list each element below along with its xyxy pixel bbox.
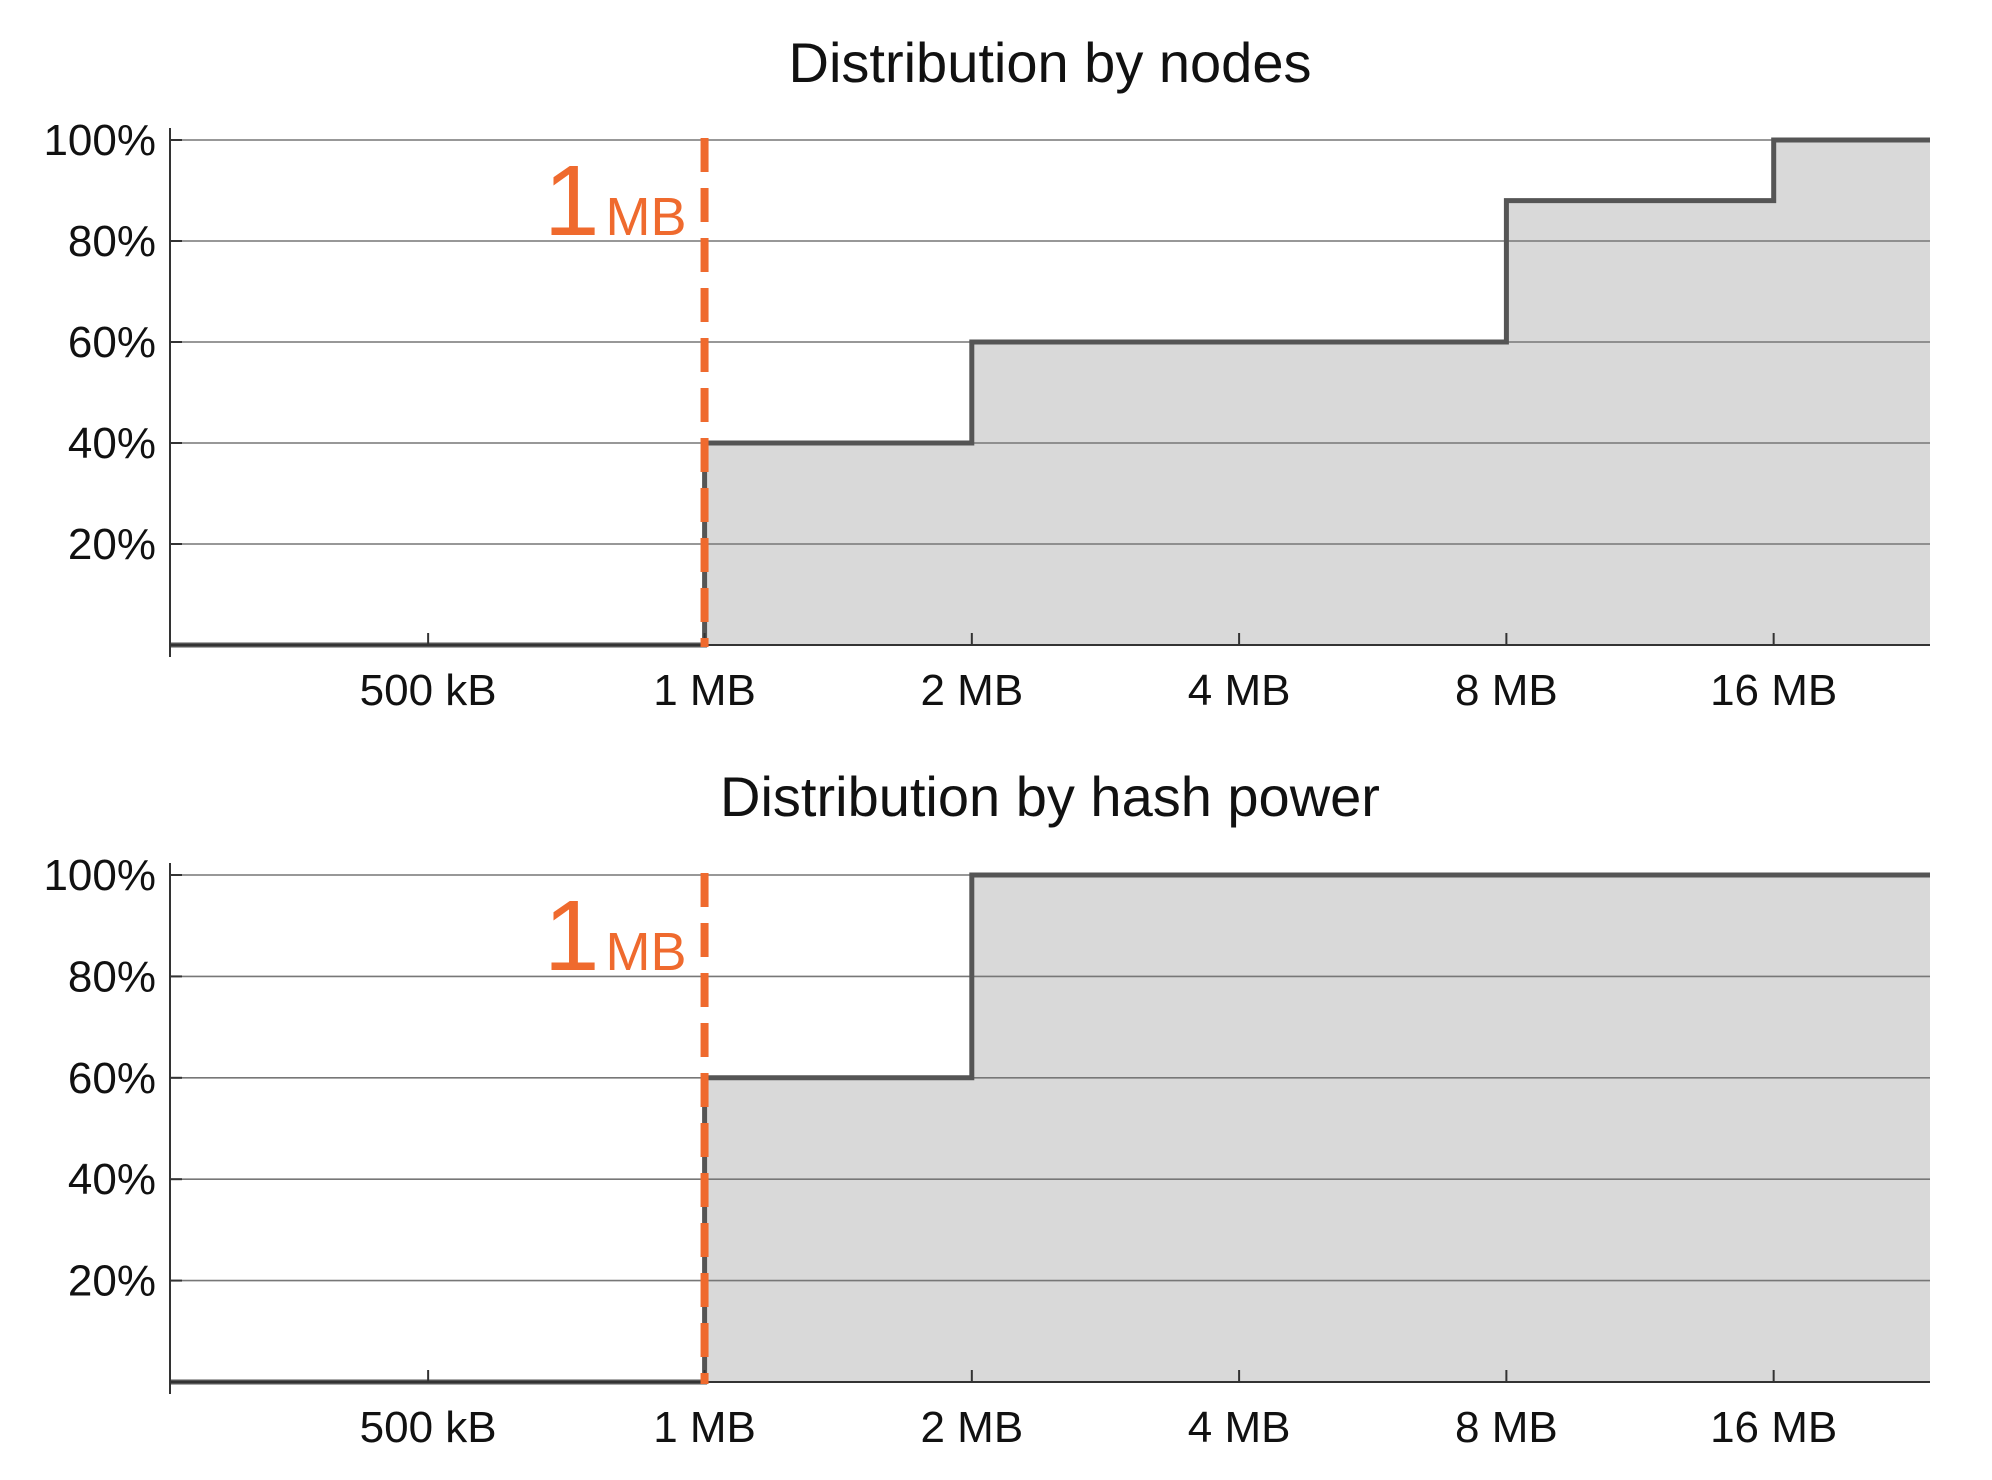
chart-1: Distribution by nodes 20% 40% 60% 80% 100% 500… xyxy=(43,31,1930,715)
y-tick-label: 80% xyxy=(68,952,156,1001)
y-tick-label: 20% xyxy=(68,1257,156,1306)
x-tick-label: 1 MB xyxy=(653,1403,756,1452)
x-tick-label: 2 MB xyxy=(920,1403,1023,1452)
marker-label: 1 MB xyxy=(544,145,687,257)
marker-label-number: 1 xyxy=(544,145,600,257)
y-tick-label: 100% xyxy=(43,851,156,900)
y-tick-label: 80% xyxy=(68,217,156,266)
x-tick-label: 2 MB xyxy=(920,666,1023,715)
x-tick-label: 8 MB xyxy=(1455,1403,1558,1452)
marker-label-number: 1 xyxy=(544,880,600,992)
y-tick-label: 100% xyxy=(43,116,156,165)
area-fill xyxy=(170,875,1930,1382)
y-tick-label: 40% xyxy=(68,419,156,468)
x-tick-label: 16 MB xyxy=(1710,1403,1837,1452)
marker-label-unit: MB xyxy=(606,187,687,247)
y-tick-label: 40% xyxy=(68,1155,156,1204)
area-fill xyxy=(170,140,1930,645)
x-tick-label: 4 MB xyxy=(1188,666,1291,715)
marker-label-unit: MB xyxy=(606,922,687,982)
x-tick-label: 4 MB xyxy=(1188,1403,1291,1452)
x-tick-label: 500 kB xyxy=(360,666,497,715)
x-tick-label: 500 kB xyxy=(360,1403,497,1452)
chart-title: Distribution by hash power xyxy=(720,765,1380,828)
chart-2: Distribution by hash power 20% 40% 60% 80% 10… xyxy=(43,765,1930,1452)
x-tick-label: 16 MB xyxy=(1710,666,1837,715)
y-tick-label: 60% xyxy=(68,1054,156,1103)
y-tick-label: 60% xyxy=(68,318,156,367)
chart-title: Distribution by nodes xyxy=(789,31,1312,94)
x-tick-label: 8 MB xyxy=(1455,666,1558,715)
marker-label: 1 MB xyxy=(544,880,687,992)
x-tick-label: 1 MB xyxy=(653,666,756,715)
y-tick-label: 20% xyxy=(68,520,156,569)
